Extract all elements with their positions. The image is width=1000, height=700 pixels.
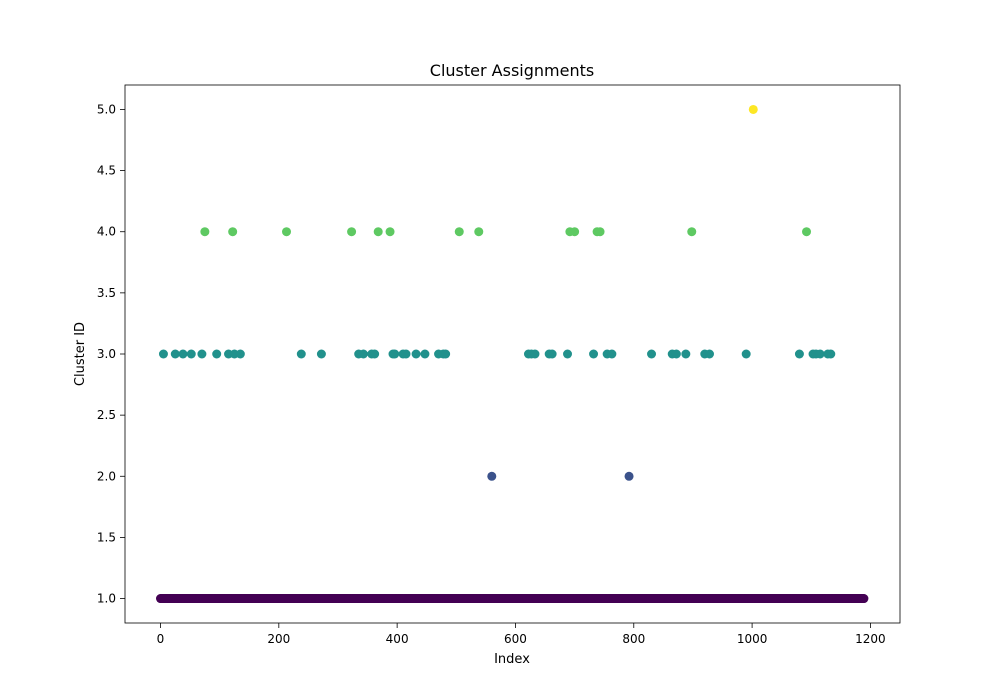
x-axis-label: Index (494, 652, 530, 667)
y-tick-label: 5.0 (97, 102, 116, 116)
y-tick-label: 4.0 (97, 225, 116, 239)
x-tick-label: 800 (622, 632, 645, 646)
x-tick-label: 400 (386, 632, 409, 646)
x-axis: 0 200 400 600 800 1000 1200 (157, 623, 886, 646)
x-tick-label: 1200 (855, 632, 886, 646)
data-point-cluster-4 (687, 227, 697, 237)
data-point-cluster-3 (441, 349, 451, 359)
data-point-cluster-3 (815, 349, 825, 359)
data-point-cluster-3 (390, 349, 400, 359)
y-axis-label: Cluster ID (73, 322, 88, 386)
y-tick-label: 1.5 (97, 530, 116, 544)
data-point-cluster-3 (186, 349, 196, 359)
data-point-cluster-3 (170, 349, 180, 359)
data-point-cluster-3 (741, 349, 751, 359)
data-point-cluster-3 (794, 349, 804, 359)
data-point-cluster-3 (681, 349, 691, 359)
chart-title: Cluster Assignments (430, 61, 594, 80)
x-tick-label: 1000 (737, 632, 768, 646)
data-point-cluster-3 (530, 349, 540, 359)
data-point-cluster-3 (547, 349, 557, 359)
points-layer (155, 104, 869, 604)
data-point-cluster-4 (474, 227, 484, 237)
data-point-cluster-2 (624, 471, 634, 481)
y-tick-label: 2.5 (97, 408, 116, 422)
data-point-cluster-2 (487, 471, 497, 481)
data-point-cluster-3 (370, 349, 380, 359)
data-point-cluster-3 (607, 349, 617, 359)
data-point-cluster-4 (570, 227, 580, 237)
y-tick-label: 1.0 (97, 592, 116, 606)
data-point-cluster-3 (826, 349, 836, 359)
data-point-cluster-4 (385, 227, 395, 237)
data-point-cluster-3 (563, 349, 573, 359)
data-point-cluster-4 (454, 227, 464, 237)
y-tick-label: 3.0 (97, 347, 116, 361)
data-point-cluster-3 (316, 349, 326, 359)
data-point-cluster-3 (178, 349, 188, 359)
data-point-cluster-4 (282, 227, 292, 237)
data-point-cluster-3 (671, 349, 681, 359)
data-point-cluster-3 (401, 349, 411, 359)
data-point-cluster-3 (235, 349, 245, 359)
data-point-cluster-3 (197, 349, 207, 359)
data-point-cluster-5 (748, 104, 758, 114)
y-axis: 1.0 1.5 2.0 2.5 3.0 3.5 4.0 4.5 5.0 (97, 102, 125, 606)
x-tick-label: 600 (504, 632, 527, 646)
data-point-cluster-3 (411, 349, 421, 359)
data-point-cluster-3 (296, 349, 306, 359)
y-tick-label: 2.0 (97, 469, 116, 483)
data-point-cluster-4 (802, 227, 812, 237)
data-point-cluster-3 (705, 349, 715, 359)
x-tick-label: 0 (157, 632, 165, 646)
data-point-cluster-3 (358, 349, 368, 359)
y-tick-label: 4.5 (97, 164, 116, 178)
data-point-cluster-3 (420, 349, 430, 359)
x-tick-label: 200 (267, 632, 290, 646)
data-point-cluster-3 (647, 349, 657, 359)
data-point-cluster-3 (158, 349, 168, 359)
data-point-cluster-4 (228, 227, 238, 237)
data-point-cluster-4 (373, 227, 383, 237)
data-point-cluster-4 (595, 227, 605, 237)
y-tick-label: 3.5 (97, 286, 116, 300)
data-point-cluster-4 (347, 227, 357, 237)
data-point-cluster-4 (200, 227, 210, 237)
data-point-cluster-1 (859, 594, 869, 604)
data-point-cluster-3 (212, 349, 222, 359)
data-point-cluster-3 (589, 349, 599, 359)
